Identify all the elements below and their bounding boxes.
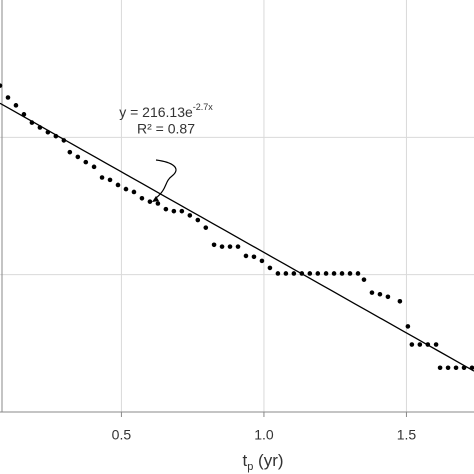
x-tick-label: 1.5 bbox=[397, 427, 417, 443]
data-point bbox=[131, 189, 137, 195]
data-point bbox=[369, 290, 375, 295]
data-point bbox=[397, 298, 403, 304]
data-point bbox=[171, 208, 177, 214]
data-point bbox=[445, 365, 451, 371]
data-point bbox=[307, 271, 313, 276]
data-point bbox=[251, 254, 257, 260]
data-point bbox=[453, 365, 459, 371]
data-point bbox=[437, 365, 443, 371]
data-point bbox=[75, 154, 81, 160]
data-point bbox=[179, 208, 185, 214]
x-label-sub: p bbox=[247, 461, 253, 473]
data-point bbox=[187, 213, 193, 218]
data-point bbox=[53, 133, 59, 139]
data-point bbox=[469, 365, 474, 371]
data-point bbox=[107, 177, 113, 183]
data-point bbox=[377, 291, 383, 297]
data-point bbox=[259, 258, 265, 264]
data-point bbox=[461, 365, 467, 371]
data-point bbox=[219, 244, 225, 249]
r-squared: R² = 0.87 bbox=[137, 121, 195, 137]
data-point bbox=[147, 199, 153, 204]
data-point bbox=[331, 271, 337, 276]
data-point bbox=[339, 271, 345, 276]
data-point bbox=[405, 324, 411, 329]
data-point bbox=[21, 112, 27, 117]
data-point bbox=[433, 342, 439, 347]
data-point bbox=[5, 95, 11, 100]
trendline bbox=[0, 102, 474, 372]
data-point bbox=[13, 103, 19, 108]
data-point bbox=[347, 271, 353, 276]
data-point bbox=[67, 149, 73, 155]
equation-exponent: -2.7x bbox=[193, 102, 214, 112]
data-point bbox=[275, 271, 281, 276]
data-point bbox=[361, 277, 367, 282]
data-point bbox=[425, 342, 431, 347]
data-point bbox=[299, 271, 305, 276]
x-label-rest: (yr) bbox=[253, 451, 283, 470]
data-point bbox=[283, 271, 289, 276]
x-tick-label: 0.5 bbox=[112, 427, 132, 443]
data-point bbox=[323, 271, 329, 276]
data-point bbox=[409, 342, 415, 347]
data-point bbox=[45, 129, 51, 135]
data-point bbox=[235, 244, 241, 249]
equation-text: y = 216.13e bbox=[119, 104, 193, 120]
data-point bbox=[385, 294, 391, 300]
callout-arrow bbox=[155, 159, 177, 199]
data-point bbox=[227, 244, 233, 249]
data-point bbox=[91, 164, 97, 170]
data-point bbox=[155, 201, 161, 206]
trend-equation: y = 216.13e-2.7x bbox=[119, 102, 213, 119]
x-axis-label: tp (yr) bbox=[242, 451, 283, 472]
arrow-head bbox=[152, 196, 159, 202]
data-point bbox=[315, 271, 321, 276]
data-point bbox=[195, 217, 201, 223]
data-point bbox=[243, 253, 249, 259]
data-point bbox=[99, 175, 105, 180]
data-point bbox=[37, 125, 43, 130]
x-label-base: t bbox=[242, 451, 247, 470]
data-point bbox=[61, 138, 67, 143]
data-point bbox=[267, 265, 273, 271]
data-point bbox=[0, 83, 3, 88]
data-point bbox=[163, 206, 169, 212]
data-point bbox=[417, 342, 423, 347]
data-point bbox=[203, 225, 209, 230]
data-point bbox=[29, 120, 35, 125]
data-point bbox=[291, 271, 297, 276]
data-point bbox=[355, 271, 361, 276]
data-point bbox=[139, 195, 145, 201]
x-tick-label: 1.0 bbox=[254, 427, 274, 443]
data-point bbox=[83, 159, 89, 165]
data-point bbox=[123, 186, 129, 192]
data-point bbox=[211, 242, 217, 248]
data-point bbox=[115, 182, 121, 188]
